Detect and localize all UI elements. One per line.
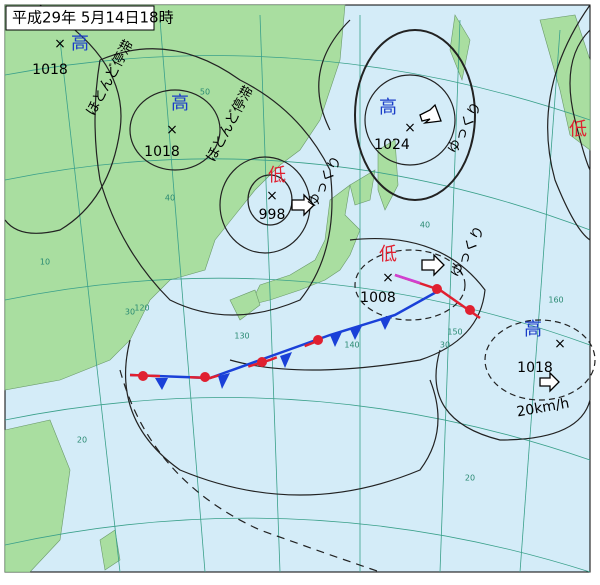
- center-mark: ×: [554, 336, 566, 352]
- grid-label: 120: [134, 304, 149, 313]
- center-mark: ×: [266, 188, 278, 204]
- grid-label: 30: [125, 308, 135, 317]
- pressure: 1018: [144, 144, 180, 160]
- grid-label: 20: [465, 474, 475, 483]
- grid-label: 10: [40, 258, 50, 267]
- pressure: 998: [259, 207, 286, 223]
- title-box: [5, 5, 155, 31]
- system-label: 高: [379, 97, 397, 118]
- center-mark: ×: [166, 122, 178, 138]
- pressure: 1018: [517, 360, 553, 376]
- grid-label: 20: [77, 436, 87, 445]
- graticule: [4, 14, 591, 573]
- grid-label: 40: [420, 221, 430, 230]
- system-label: 低: [379, 244, 397, 265]
- pressure: 1018: [32, 62, 68, 78]
- center-mark: ×: [404, 120, 416, 136]
- system-label: 低: [268, 165, 286, 186]
- fronts: [129, 273, 481, 390]
- pressure: 1008: [360, 290, 396, 306]
- system-label: 高: [71, 33, 89, 54]
- grid-label: 140: [344, 341, 359, 350]
- grid-label: 50: [200, 88, 210, 97]
- map-title: 平成29年 5月14日18時: [12, 9, 174, 27]
- grid-label: 30: [440, 341, 450, 350]
- motion-arrows: [291, 103, 560, 393]
- system-label: 高: [524, 319, 542, 340]
- pressure: 1024: [374, 137, 410, 153]
- grid-label: 40: [165, 194, 175, 203]
- system-label: 高: [171, 93, 189, 114]
- grid-label: 150: [447, 328, 462, 337]
- grid-label: 160: [548, 296, 563, 305]
- system-label: 低: [569, 119, 587, 140]
- grid-label: 130: [234, 332, 249, 341]
- center-mark: ×: [54, 36, 66, 52]
- center-mark: ×: [382, 270, 394, 286]
